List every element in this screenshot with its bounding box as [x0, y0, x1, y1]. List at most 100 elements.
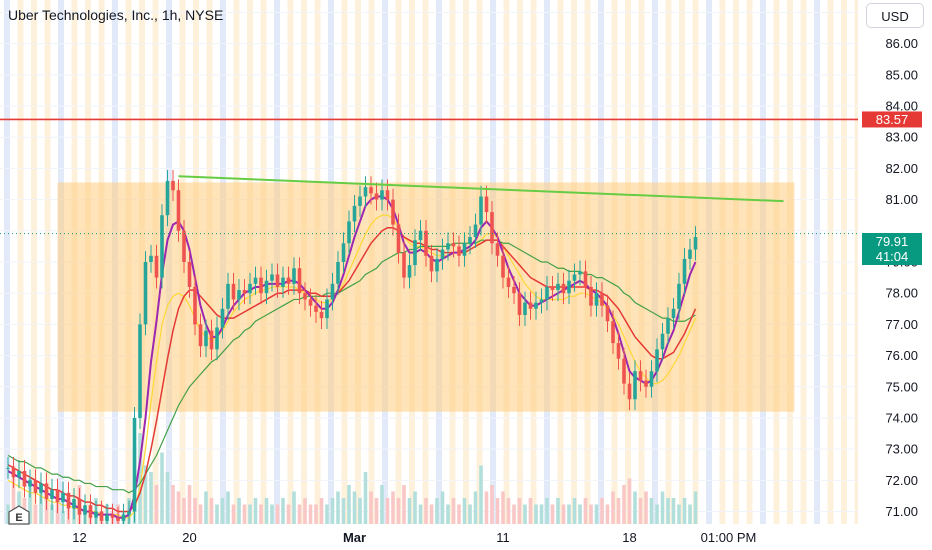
volume-bar	[484, 491, 489, 524]
candle-body	[572, 274, 577, 281]
candle-body	[473, 224, 478, 238]
candle-body	[116, 517, 120, 521]
time-tick-label: 18	[622, 530, 636, 545]
candle-body	[193, 286, 197, 325]
candle-body	[649, 371, 654, 387]
earnings-marker[interactable]: E	[8, 505, 30, 525]
price-tick-label: 71.00	[885, 504, 918, 519]
candle-body	[138, 324, 142, 418]
candle-body	[308, 299, 313, 306]
volume-bar	[336, 491, 340, 524]
volume-bar	[6, 504, 10, 524]
volume-bar	[50, 504, 54, 524]
time-axis-bg	[0, 524, 932, 550]
volume-bar	[391, 491, 395, 524]
volume-bar	[666, 498, 670, 524]
volume-bar	[396, 498, 401, 524]
candle-body	[457, 246, 461, 256]
price-tick-label: 84.00	[885, 99, 918, 114]
volume-bar	[407, 498, 412, 524]
candle-body	[292, 268, 296, 284]
volume-bar	[165, 472, 170, 524]
volume-bar	[281, 498, 285, 524]
candle-body	[341, 243, 346, 262]
price-tick-label: 74.00	[885, 410, 918, 425]
candle-body	[226, 283, 230, 309]
candle-body	[187, 262, 192, 287]
price-tick-label: 72.00	[885, 473, 918, 488]
candle-body	[44, 483, 49, 500]
volume-bar	[237, 498, 241, 524]
volume-bar	[638, 498, 643, 524]
volume-bar	[182, 498, 186, 524]
volume-bar	[490, 485, 494, 524]
volume-bar	[583, 498, 588, 524]
volume-bar	[649, 498, 654, 524]
volume-bar	[512, 504, 516, 524]
volume-bar	[275, 504, 280, 524]
candle-body	[418, 230, 423, 241]
volume-bar	[534, 504, 538, 524]
candle-body	[154, 255, 159, 278]
candle-body	[545, 286, 549, 300]
volume-bar	[462, 498, 467, 524]
candle-body	[264, 280, 269, 294]
price-tick-label: 76.00	[885, 348, 918, 363]
candle-body	[88, 505, 93, 518]
candle-body	[402, 252, 406, 278]
candle-body	[666, 318, 670, 334]
volume-bar	[209, 498, 214, 524]
descending-trendline[interactable]	[178, 175, 784, 203]
candle-body	[127, 511, 131, 515]
candle-body	[561, 283, 566, 294]
candle-body	[330, 283, 335, 300]
candle-body	[314, 305, 318, 312]
candle-body	[319, 311, 324, 319]
candle-body	[149, 255, 153, 262]
volume-bar	[495, 498, 500, 524]
candle-body	[369, 187, 373, 194]
volume-bar	[688, 504, 692, 524]
price-tick-label: 82.00	[885, 161, 918, 176]
volume-bar	[374, 498, 379, 524]
candle-body	[638, 371, 643, 381]
ma-mid-line	[7, 226, 697, 513]
candle-body	[204, 330, 208, 347]
earnings-letter: E	[15, 512, 22, 524]
price-tick-label: 83.00	[885, 130, 918, 145]
volume-bar	[149, 472, 153, 524]
candle-body	[655, 349, 659, 372]
candle-body	[121, 514, 126, 521]
volume-bar	[215, 504, 219, 524]
volume-bar	[528, 498, 533, 524]
candle-body	[61, 492, 65, 503]
time-tick-label: 20	[182, 530, 196, 545]
candle-body	[39, 483, 43, 493]
candle-body	[627, 383, 632, 400]
candles	[6, 169, 698, 532]
candle-body	[589, 286, 593, 306]
volume-bar	[380, 485, 384, 524]
volume-bar	[429, 504, 434, 524]
candle-body	[517, 293, 522, 316]
candle-body	[352, 205, 357, 222]
volume-bar	[358, 498, 362, 524]
volume-bar	[677, 504, 681, 524]
currency-button[interactable]: USD	[866, 3, 924, 28]
volume-bar	[319, 498, 324, 524]
volume-bar	[633, 491, 637, 524]
candle-body	[72, 499, 76, 509]
time-tick-label: 01:00 PM	[701, 530, 757, 545]
volume-bar	[660, 491, 665, 524]
resistance-price-label: 83.57	[862, 111, 922, 128]
candle-body	[358, 196, 362, 206]
volume-bar	[545, 498, 549, 524]
candle-body	[347, 221, 351, 244]
candle-body	[165, 180, 170, 216]
volume-bar	[572, 498, 577, 524]
price-tick-label: 85.00	[885, 67, 918, 82]
candle-body	[83, 505, 87, 515]
candle-body	[583, 271, 588, 287]
time-axis[interactable]: 12 20 Mar 11 18 01:00 PM	[0, 524, 932, 550]
